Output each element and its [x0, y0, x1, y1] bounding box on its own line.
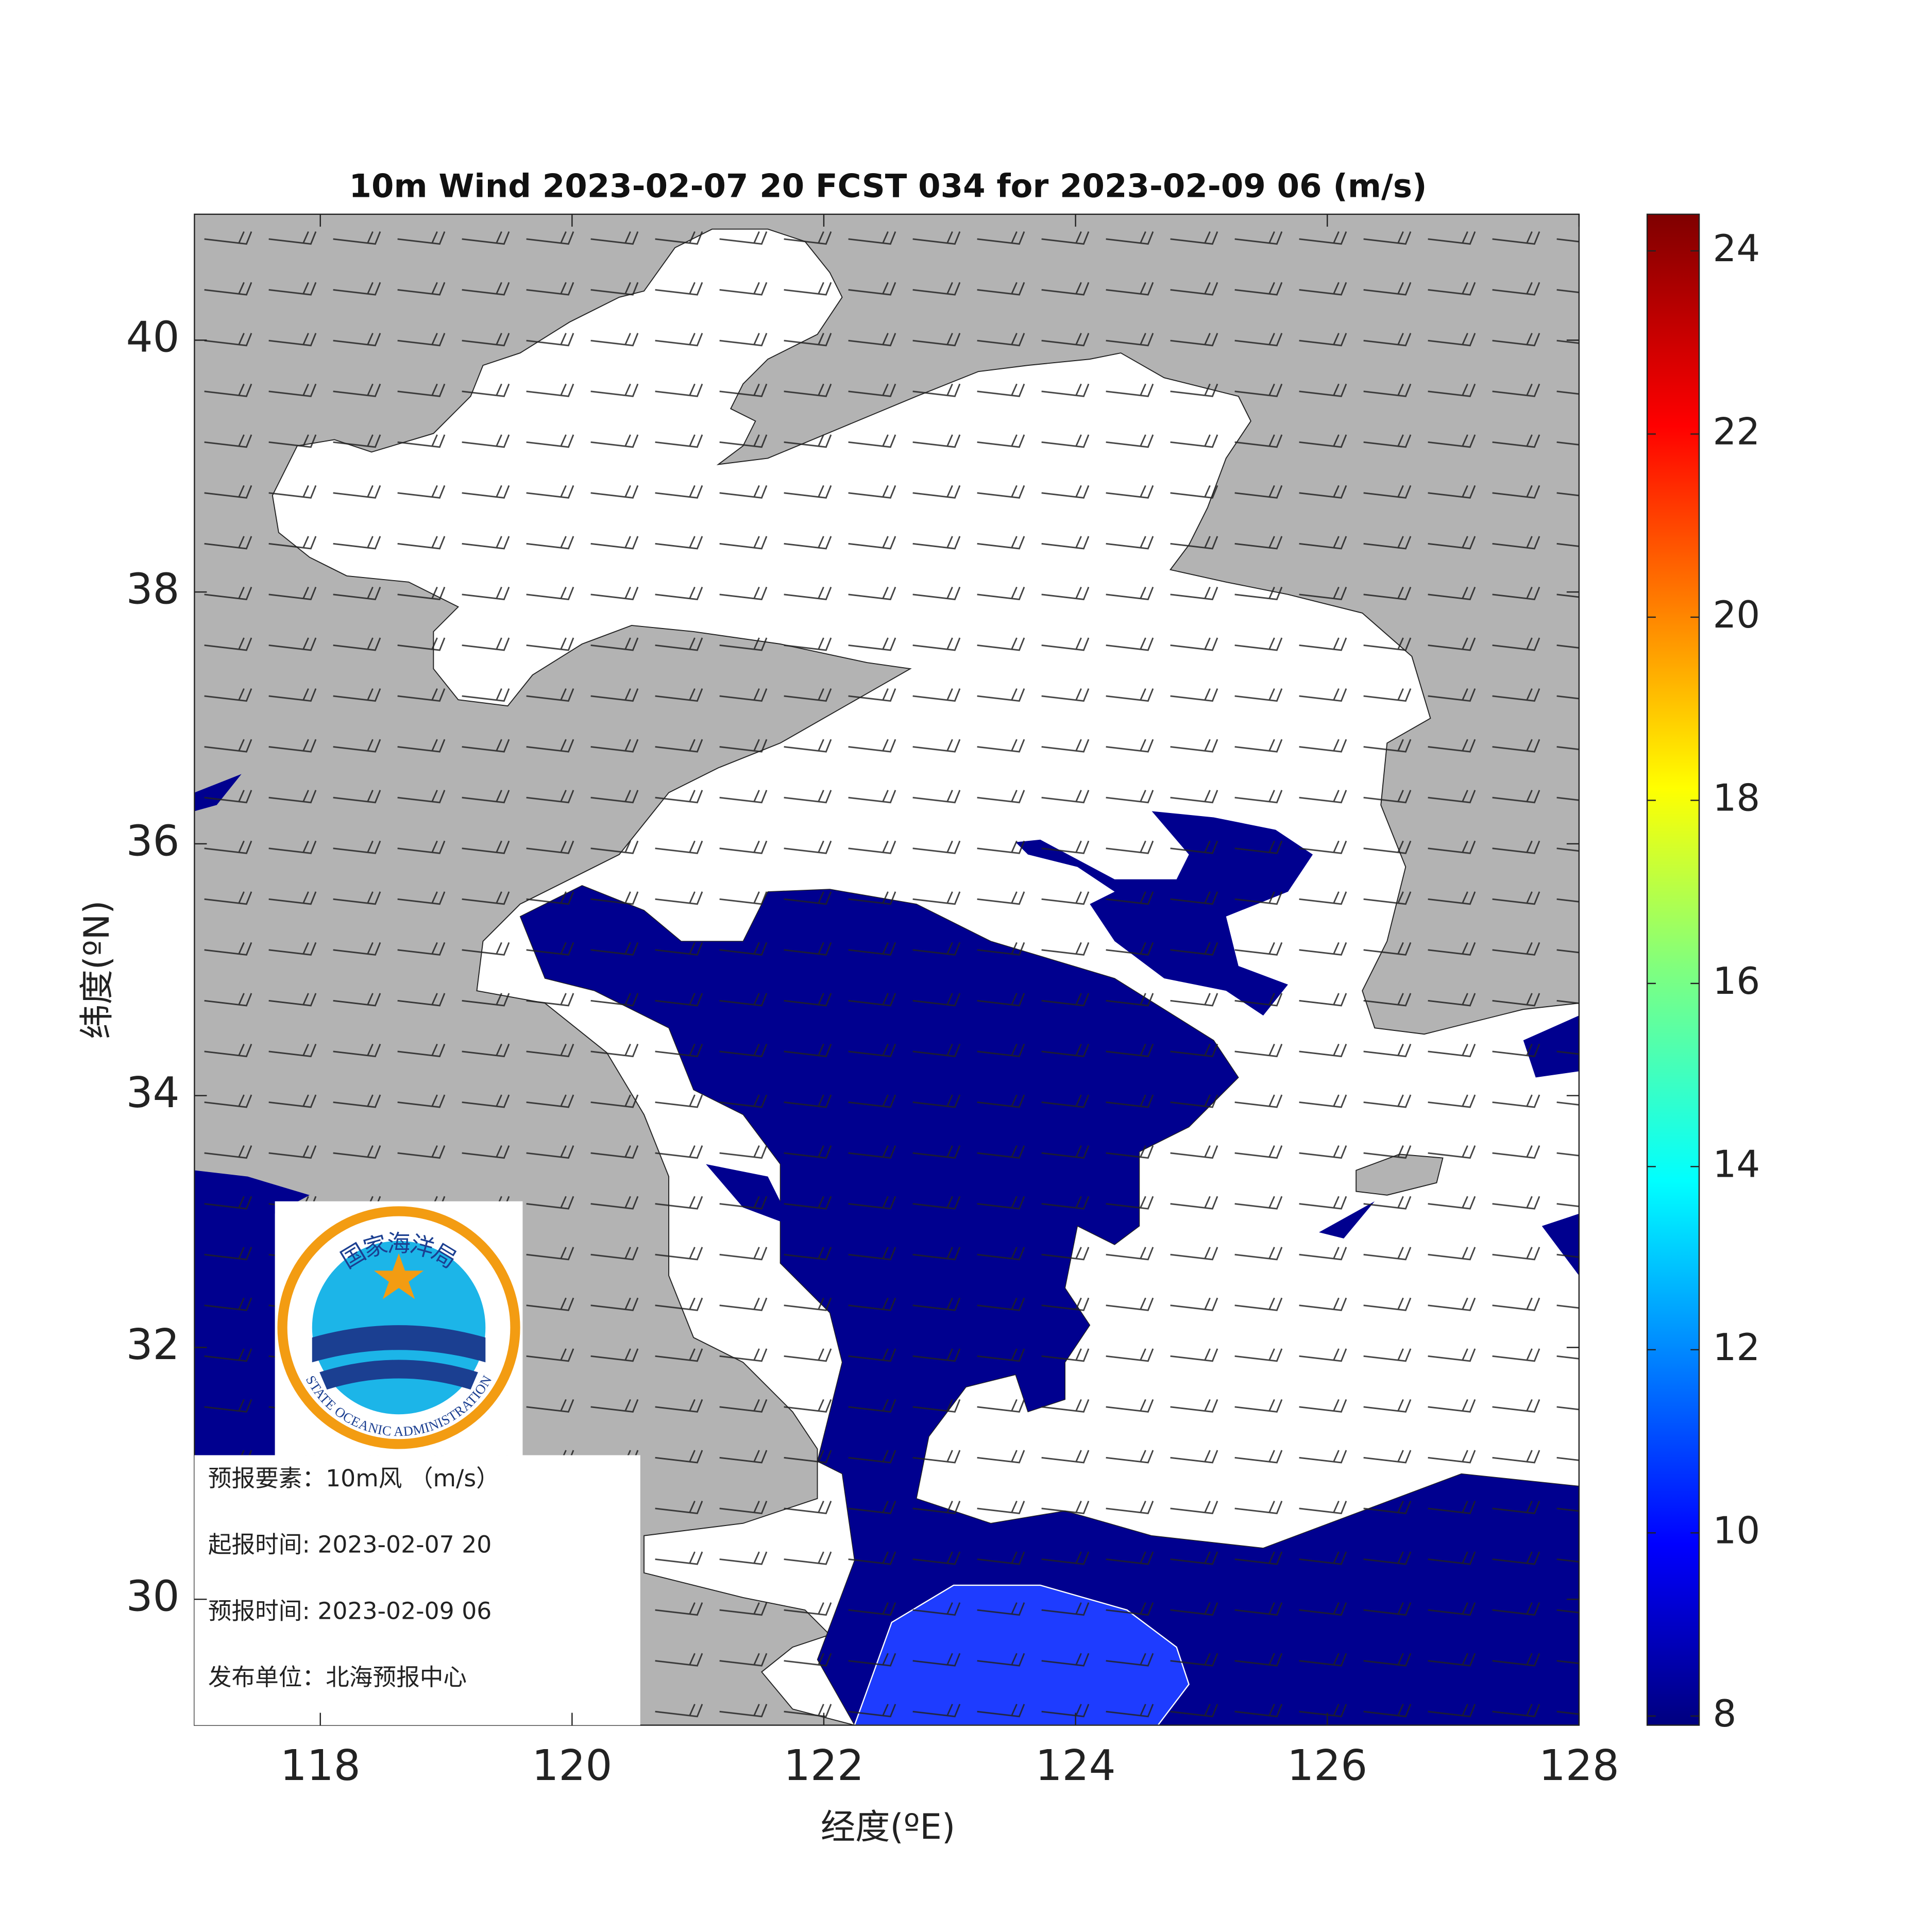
plot-frame: [194, 213, 1580, 1726]
x-tick-label: 128: [1539, 1741, 1619, 1790]
y-tick-label: 30: [126, 1572, 180, 1621]
colorbar-tick-label: 22: [1713, 410, 1760, 453]
colorbar-tick-label: 14: [1713, 1143, 1760, 1186]
x-tick-label: 122: [784, 1741, 864, 1790]
colorbar: [1646, 213, 1700, 1726]
y-tick-label: 36: [126, 817, 180, 866]
info-line: 起报时间: 2023-02-07 20: [208, 1531, 492, 1558]
info-line: 发布单位：北海预报中心: [208, 1664, 467, 1691]
x-axis-label: 经度(ºE): [821, 1807, 955, 1847]
y-tick-label: 34: [126, 1069, 180, 1117]
y-tick-label: 40: [126, 313, 180, 362]
x-tick-label: 126: [1287, 1741, 1367, 1790]
colorbar-tick-label: 20: [1713, 594, 1760, 637]
x-tick-label: 120: [532, 1741, 612, 1790]
y-tick-label: 32: [126, 1320, 180, 1369]
logo-waves: [312, 1325, 486, 1390]
logo-star: [374, 1253, 424, 1299]
y-tick-label: 38: [126, 565, 180, 614]
info-line: 预报时间: 2023-02-09 06: [208, 1597, 492, 1624]
colorbar-tick-label: 10: [1713, 1509, 1760, 1552]
colorbar-tick-label: 16: [1713, 960, 1760, 1003]
colorbar-tick-label: 12: [1713, 1326, 1760, 1369]
chart-title: 10m Wind 2023-02-07 20 FCST 034 for 2023…: [349, 167, 1427, 205]
info-line: 预报要素：10m风 （m/s）: [208, 1465, 500, 1492]
info-box: [194, 1455, 640, 1725]
x-tick-label: 118: [280, 1741, 361, 1790]
colorbar-tick-label: 18: [1713, 776, 1760, 820]
y-axis-label: 纬度(ºN): [77, 901, 117, 1039]
colorbar-tick-label: 24: [1713, 227, 1760, 270]
colorbar-tick-label: 8: [1713, 1692, 1737, 1736]
x-tick-label: 124: [1036, 1741, 1116, 1790]
